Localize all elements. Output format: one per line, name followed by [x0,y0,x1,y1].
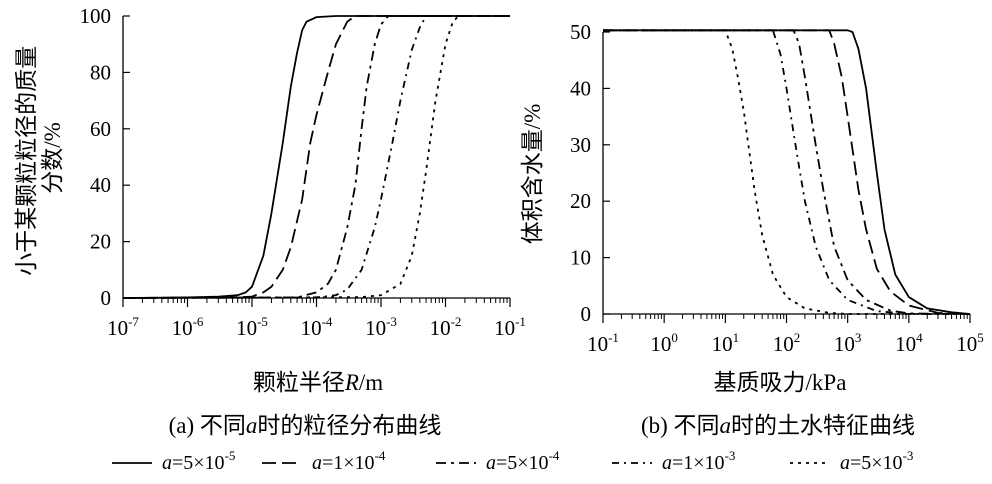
panel-b-y-tick-label: 0 [581,302,592,326]
panel-a-x-tick-label: 10-7 [107,314,139,340]
panel-a-x-tick-label: 10-4 [301,314,333,340]
legend-label-4: a=1×10-3 [662,448,735,474]
panel-b-x-tick-label: 105 [956,330,984,356]
panel-a-x-tick-label: 10-6 [172,314,204,340]
panel-b-y-tick-label: 10 [570,246,591,270]
panel-b-x-tick-label: 101 [712,330,740,356]
panel-a-y-tick-label: 0 [101,286,112,310]
panel-a-x-axis-label: 颗粒半径R/m [253,370,383,395]
panel-a-series-line-2 [122,15,510,299]
legend-label-2: a=1×10-4 [312,448,386,474]
legend-label-5: a=5×10-3 [840,448,913,474]
panel-a-chart: 0 20 40 60 80 100 10-7 10-6 10-5 10-4 10-3 10-2 10-1 [80,4,526,340]
panel-b-y-tick-label: 20 [570,189,591,213]
panel-b-y-tick-label: 30 [570,133,591,157]
panel-a-y-tick-label: 100 [80,4,112,28]
panel-b-series-line-3 [603,29,971,315]
panel-a-x-tick-label: 10-1 [494,314,526,340]
panel-b-y-tick-label: 50 [570,20,591,44]
panel-b-series-line-5 [603,29,970,315]
panel-b-y-axis-label: 体积含水量/% [520,104,545,245]
legend: a=5×10-5 a=1×10-4 a=5×10-4 a=1×10-3 a=5×10-3 [112,448,913,474]
panel-a-y-tick-label: 60 [90,117,111,141]
panel-a-caption: (a) 不同a时的粒径分布曲线 [169,413,442,438]
panel-b-series-line-2 [603,29,971,315]
panel-b-x-tick-label: 104 [895,330,923,356]
panel-a-x-tick-label: 10-3 [365,314,397,340]
panel-b-x-axis-label: 基质吸力/kPa [714,370,847,395]
legend-label-3: a=5×10-4 [486,448,560,474]
panel-b-series-line-1 [603,29,971,315]
panel-b-x-tick-label: 100 [650,330,678,356]
panel-b-chart: 0 10 20 30 40 50 10-1 100 101 102 103 104 105 [570,20,984,356]
panel-b-y-tick-label: 40 [570,76,591,100]
panel-a-y-tick-label: 20 [90,230,111,254]
panel-b-series-line-4 [603,29,970,315]
panel-b-x-tick-label: 102 [773,330,801,356]
panel-a-x-tick-label: 10-5 [236,314,268,340]
panel-a-x-tick-label: 10-2 [430,314,462,340]
panel-a-series-line-3 [122,15,510,299]
panel-a-y-tick-label: 80 [90,60,111,84]
panel-a-y-tick-label: 40 [90,173,111,197]
legend-label-1: a=5×10-5 [162,448,235,474]
panel-b-x-tick-label: 10-1 [587,330,619,356]
panel-a-series-line-4 [122,15,510,299]
panel-a-series-line-1 [122,15,510,299]
panel-b-caption: (b) 不同a时的土水特征曲线 [641,413,915,438]
panel-a-series-line-5 [122,15,510,299]
panel-a-y-axis-label: 小于某颗粒粒径的质量 分数/% [14,40,65,276]
panel-b-x-tick-label: 103 [834,330,862,356]
